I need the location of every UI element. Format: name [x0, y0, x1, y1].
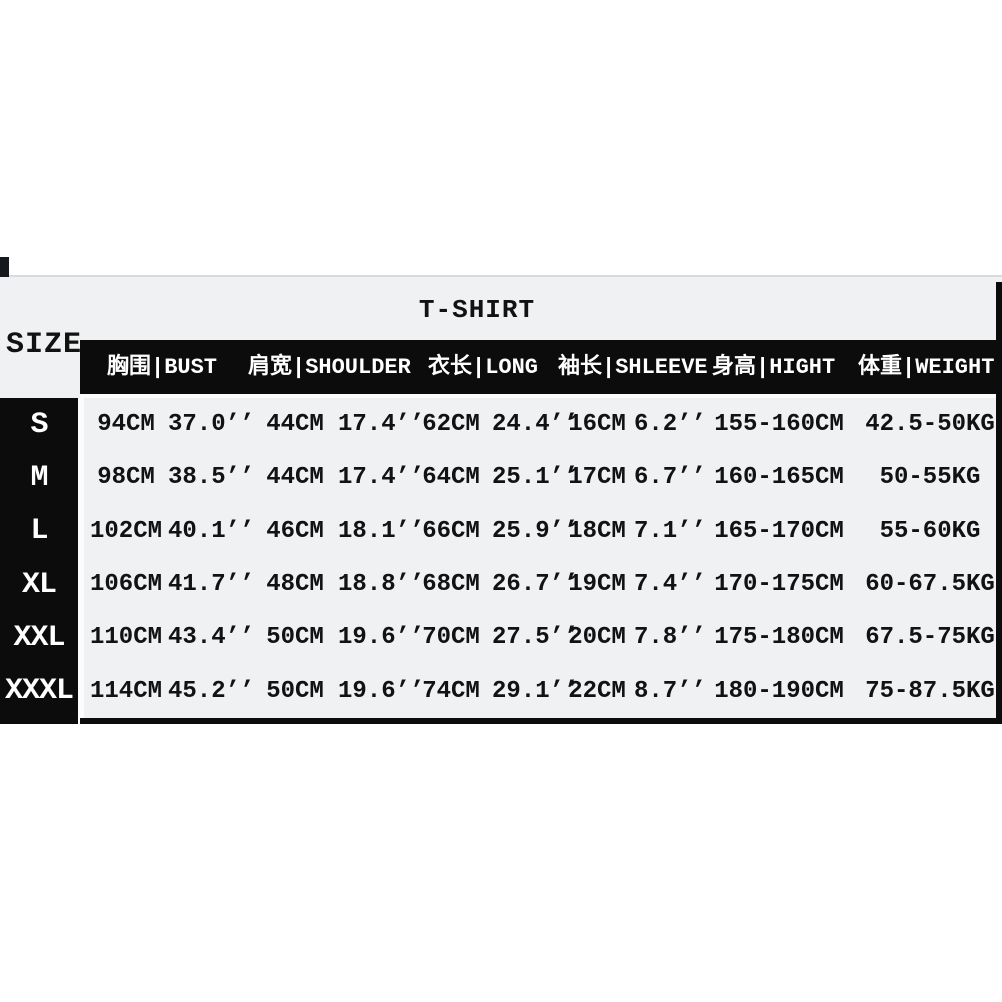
- cell-weight: 42.5-50KG: [865, 411, 995, 439]
- cell-shoulder-cm: 46CM: [266, 517, 324, 545]
- measurements-table: 94CM 37.0’’ 44CM 17.4’’ 62CM 24.4’’ 16CM…: [84, 398, 996, 718]
- cell-long-in: 27.5’’: [492, 624, 579, 652]
- cell-long-cm: 66CM: [422, 517, 480, 545]
- cell-bust-in: 40.1’’: [168, 517, 255, 545]
- table-row: 94CM 37.0’’ 44CM 17.4’’ 62CM 24.4’’ 16CM…: [84, 398, 996, 451]
- cell-sleeve-cm: 17CM: [568, 464, 626, 492]
- cell-weight: 50-55KG: [879, 464, 981, 492]
- cell-shoulder-in: 17.4’’: [338, 411, 425, 439]
- cell-long-cm: 68CM: [422, 571, 480, 599]
- cell-shoulder-cm: 48CM: [266, 571, 324, 599]
- cell-weight: 67.5-75KG: [865, 624, 995, 652]
- cell-sleeve-cm: 20CM: [568, 624, 626, 652]
- cell-long-cm: 64CM: [422, 464, 480, 492]
- chart-title: T-SHIRT: [418, 295, 536, 325]
- table-row: 102CM 40.1’’ 46CM 18.1’’ 66CM 25.9’’ 18C…: [84, 505, 996, 558]
- cell-sleeve-in: 7.1’’: [634, 517, 707, 545]
- cell-shoulder-cm: 44CM: [266, 411, 324, 439]
- cell-height: 165-170CM: [714, 517, 844, 545]
- cell-shoulder-cm: 50CM: [266, 624, 324, 652]
- cell-bust-cm: 114CM: [89, 677, 162, 705]
- cell-bust-cm: 98CM: [97, 464, 155, 492]
- cell-long-cm: 74CM: [422, 677, 480, 705]
- cell-shoulder-in: 19.6’’: [338, 677, 425, 705]
- table-row: 98CM 38.5’’ 44CM 17.4’’ 64CM 25.1’’ 17CM…: [84, 451, 996, 504]
- cell-shoulder-cm: 44CM: [266, 464, 324, 492]
- size-column-label: SIZE: [6, 328, 83, 362]
- horizontal-gap: [80, 394, 1002, 398]
- cell-shoulder-in: 17.4’’: [338, 464, 425, 492]
- cell-shoulder-in: 18.8’’: [338, 571, 425, 599]
- cell-sleeve-in: 7.4’’: [634, 571, 707, 599]
- left-column-bottom-edge: [0, 718, 78, 724]
- table-right-border: [996, 282, 1002, 724]
- column-header-long: 衣长|LONG: [428, 355, 539, 380]
- cell-sleeve-cm: 22CM: [568, 677, 626, 705]
- cell-weight: 60-67.5KG: [865, 571, 995, 599]
- size-labels-column: S M L XL XXL XXXL: [0, 398, 78, 718]
- column-header-shoulder: 肩宽|SHOULDER: [248, 355, 411, 380]
- cell-height: 175-180CM: [714, 624, 844, 652]
- cell-sleeve-in: 6.7’’: [634, 464, 707, 492]
- table-bottom-border: [80, 718, 1002, 724]
- size-label-xxl: XXL: [13, 620, 65, 655]
- cell-sleeve-cm: 19CM: [568, 571, 626, 599]
- cell-shoulder-cm: 50CM: [266, 677, 324, 705]
- cell-bust-cm: 106CM: [89, 571, 162, 599]
- cell-shoulder-in: 19.6’’: [338, 624, 425, 652]
- cell-long-in: 29.1’’: [492, 677, 579, 705]
- column-header-bust: 胸围|BUST: [107, 355, 218, 380]
- cell-height: 180-190CM: [714, 677, 844, 705]
- column-header-weight: 体重|WEIGHT: [858, 355, 995, 380]
- size-label-l: L: [30, 514, 48, 549]
- cell-long-in: 25.1’’: [492, 464, 579, 492]
- cell-long-in: 26.7’’: [492, 571, 579, 599]
- table-row: 114CM 45.2’’ 50CM 19.6’’ 74CM 29.1’’ 22C…: [84, 665, 996, 718]
- cell-sleeve-cm: 16CM: [568, 411, 626, 439]
- size-label-xxxl: XXXL: [4, 674, 74, 709]
- table-row: 106CM 41.7’’ 48CM 18.8’’ 68CM 26.7’’ 19C…: [84, 558, 996, 611]
- size-label-xl: XL: [21, 567, 57, 602]
- cell-height: 160-165CM: [714, 464, 844, 492]
- cell-bust-cm: 110CM: [89, 624, 162, 652]
- size-label-s: S: [30, 407, 48, 442]
- column-header-height: 身高|HIGHT: [712, 355, 836, 380]
- column-header-sleeve: 袖长|SHLEEVE: [558, 355, 708, 380]
- cell-bust-in: 38.5’’: [168, 464, 255, 492]
- corner-mark: [0, 257, 9, 277]
- cell-long-cm: 62CM: [422, 411, 480, 439]
- table-header-bar: 胸围|BUST 肩宽|SHOULDER 衣长|LONG 袖长|SHLEEVE 身…: [80, 340, 1002, 394]
- cell-long-in: 24.4’’: [492, 411, 579, 439]
- cell-weight: 75-87.5KG: [865, 677, 995, 705]
- cell-sleeve-in: 7.8’’: [634, 624, 707, 652]
- cell-bust-in: 45.2’’: [168, 677, 255, 705]
- cell-sleeve-cm: 18CM: [568, 517, 626, 545]
- cell-bust-cm: 102CM: [89, 517, 162, 545]
- cell-sleeve-in: 8.7’’: [634, 677, 707, 705]
- cell-sleeve-in: 6.2’’: [634, 411, 707, 439]
- table-row: 110CM 43.4’’ 50CM 19.6’’ 70CM 27.5’’ 20C…: [84, 611, 996, 664]
- cell-bust-cm: 94CM: [97, 411, 155, 439]
- cell-shoulder-in: 18.1’’: [338, 517, 425, 545]
- cell-weight: 55-60KG: [879, 517, 981, 545]
- cell-bust-in: 37.0’’: [168, 411, 255, 439]
- cell-height: 155-160CM: [714, 411, 844, 439]
- vertical-gap: [78, 398, 84, 718]
- cell-bust-in: 43.4’’: [168, 624, 255, 652]
- cell-bust-in: 41.7’’: [168, 571, 255, 599]
- cell-long-cm: 70CM: [422, 624, 480, 652]
- size-label-m: M: [30, 460, 48, 495]
- cell-long-in: 25.9’’: [492, 517, 579, 545]
- cell-height: 170-175CM: [714, 571, 844, 599]
